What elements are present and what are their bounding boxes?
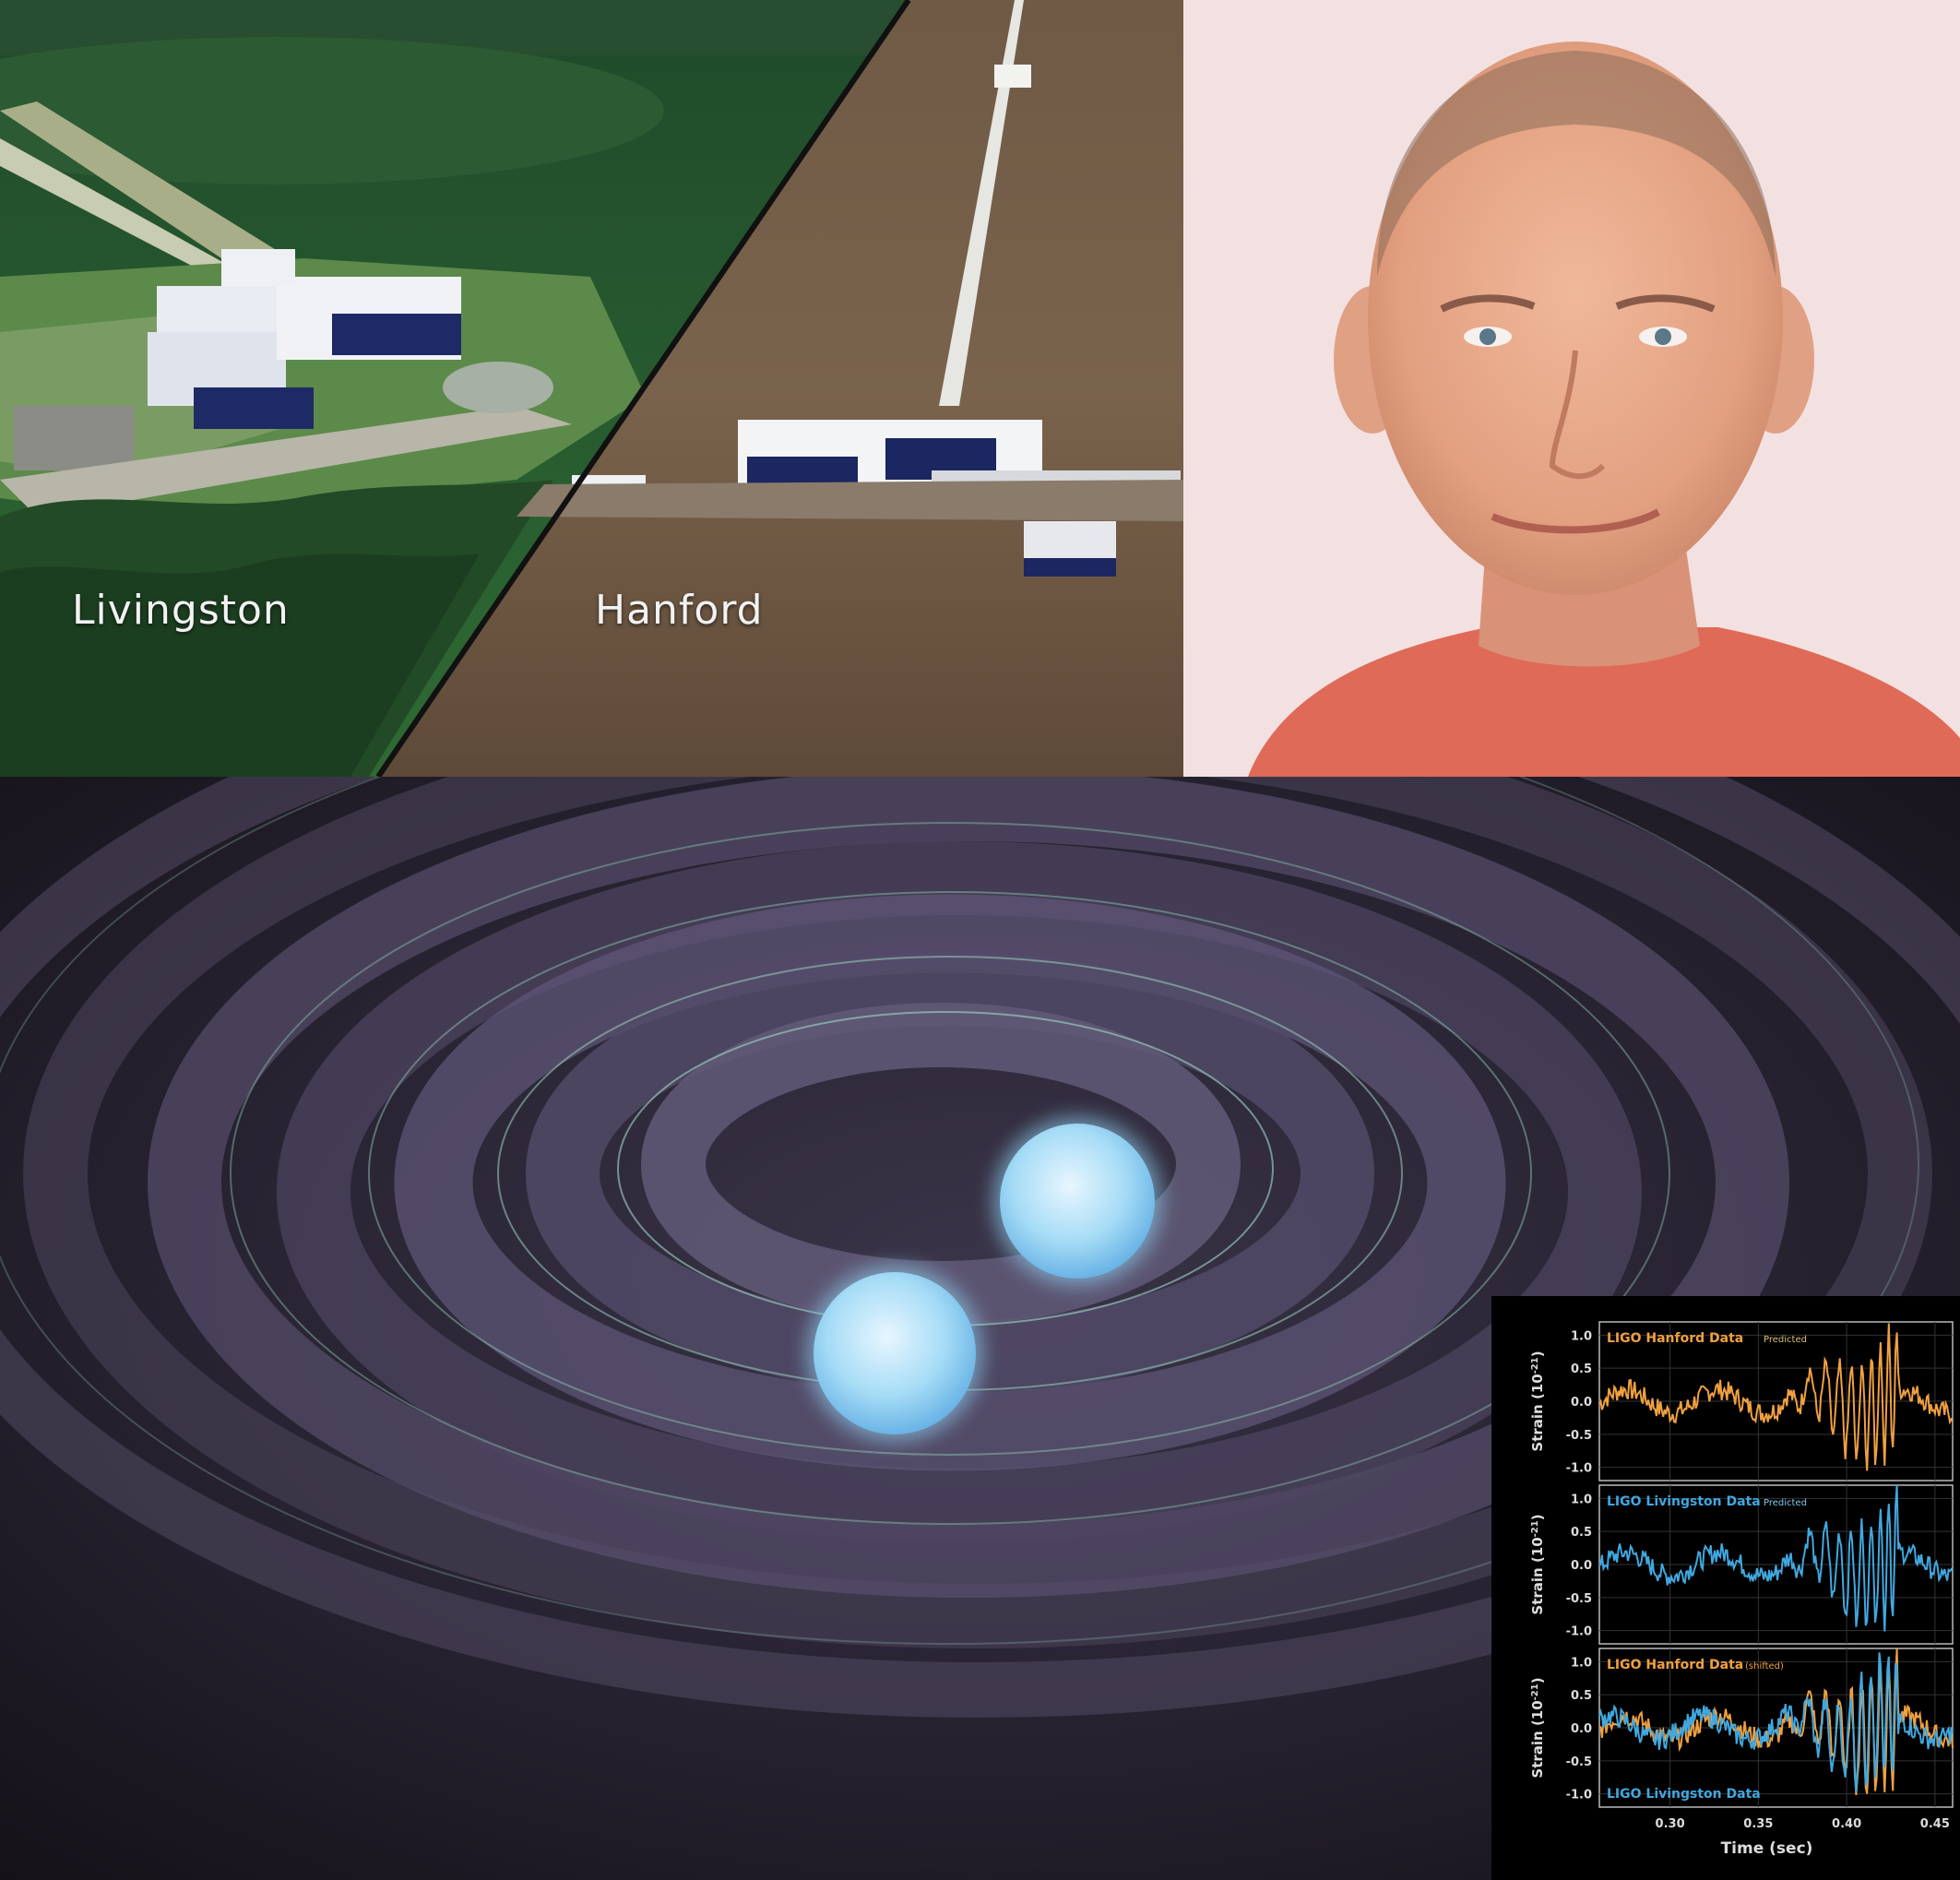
x-tick-label: 0.40	[1832, 1817, 1861, 1831]
y-tick-label: -1.0	[1566, 1625, 1592, 1639]
y-tick-label: 0.0	[1571, 1559, 1592, 1573]
y-tick-label: 1.0	[1571, 1493, 1592, 1506]
y-tick-label: -0.5	[1566, 1429, 1592, 1443]
y-tick-label: 0.5	[1571, 1689, 1592, 1703]
panel-note: Predicted	[1764, 1335, 1807, 1345]
strain-chart-svg: 1.0 0.5 0.0 -0.5 -1.0 Strain (10-21) LIGO Hanf…	[1529, 1321, 1954, 1858]
series-line	[1598, 1323, 1954, 1471]
series-line	[1598, 1484, 1954, 1632]
y-tick-label: -1.0	[1566, 1789, 1592, 1803]
gravitational-waves-illustration	[0, 777, 1960, 1880]
y-axis-label: Strain (10-21)	[1529, 1514, 1546, 1614]
portrait-photo	[1183, 0, 1960, 777]
y-tick-label: 0.0	[1571, 1722, 1592, 1736]
y-tick-label: 0.0	[1571, 1396, 1592, 1410]
y-tick-label: 1.0	[1571, 1329, 1592, 1343]
strain-chart: 1.0 0.5 0.0 -0.5 -1.0 Strain (10-21) LIGO Hanf…	[1491, 1296, 1960, 1880]
y-tick-label: -1.0	[1566, 1462, 1592, 1476]
x-tick-label: 0.45	[1920, 1817, 1950, 1831]
y-tick-label: -0.5	[1566, 1592, 1592, 1606]
y-axis-label: Strain (10-21)	[1529, 1677, 1546, 1778]
hanford-photo	[378, 0, 1183, 777]
strain-panel: 1.0 0.5 0.0 -0.5 -1.0 Strain (10-21) LIGO Hanf…	[1529, 1648, 1954, 1808]
y-tick-label: 1.0	[1571, 1656, 1592, 1670]
panel-title: LIGO Hanford Data	[1607, 1658, 1743, 1672]
panel-note: Predicted	[1764, 1498, 1807, 1508]
x-tick-label: 0.35	[1743, 1817, 1773, 1831]
panel-title: LIGO Livingston Data	[1607, 1494, 1761, 1509]
series-line	[1598, 1652, 1954, 1792]
panel-bottom-label: LIGO Livingston Data	[1607, 1787, 1761, 1802]
y-tick-label: 0.5	[1571, 1362, 1592, 1376]
livingston-label: Livingston	[72, 587, 290, 634]
strain-panel: 1.0 0.5 0.0 -0.5 -1.0 Strain (10-21) LIGO Livi…	[1529, 1484, 1954, 1645]
observatories-aerial-photo: Livingston Hanford	[0, 0, 1183, 777]
y-tick-label: -0.5	[1566, 1755, 1592, 1769]
panel-title: LIGO Hanford Data	[1607, 1331, 1743, 1346]
hanford-label: Hanford	[595, 587, 764, 634]
panel-note: (shifted)	[1745, 1661, 1784, 1672]
y-tick-label: 0.5	[1571, 1526, 1592, 1540]
x-tick-label: 0.30	[1656, 1817, 1685, 1831]
y-axis-label: Strain (10-21)	[1529, 1351, 1546, 1451]
x-axis-label: Time (sec)	[1721, 1839, 1813, 1858]
strain-panel: 1.0 0.5 0.0 -0.5 -1.0 Strain (10-21) LIGO Hanf…	[1529, 1321, 1954, 1481]
